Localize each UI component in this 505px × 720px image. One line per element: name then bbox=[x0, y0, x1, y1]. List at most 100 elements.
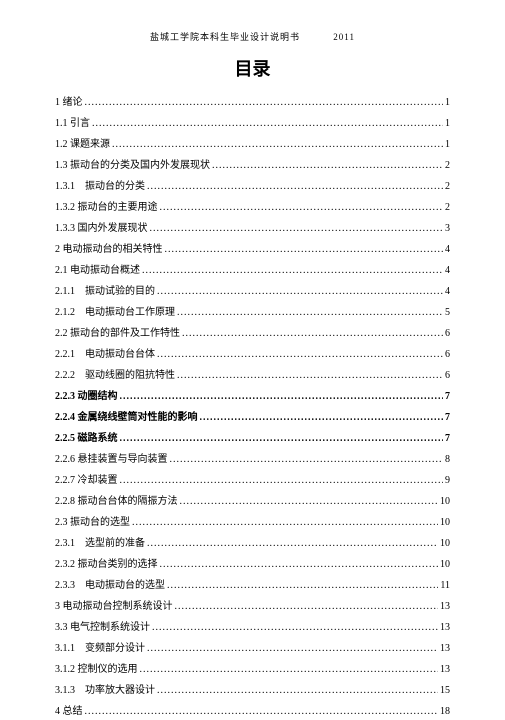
toc-entry-leader: ........................................… bbox=[157, 347, 443, 363]
toc-entry-page: 6 bbox=[445, 347, 450, 363]
toc-entry-page: 7 bbox=[445, 389, 450, 405]
toc-entry-page: 4 bbox=[445, 242, 450, 258]
toc-entry-leader: ........................................… bbox=[140, 662, 439, 678]
toc-entry-leader: ........................................… bbox=[157, 683, 438, 699]
toc-entry-page: 9 bbox=[445, 473, 450, 489]
toc-entry: 2.2.6 悬挂装置与导向装置.........................… bbox=[55, 452, 450, 468]
toc-entry-label: 2.3.3 电动振动台的选型 bbox=[55, 578, 165, 594]
toc-entry-label: 2.2.1 电动振动台台体 bbox=[55, 347, 155, 363]
toc-entry-leader: ........................................… bbox=[147, 641, 438, 657]
toc-entry-page: 13 bbox=[440, 641, 450, 657]
toc-entry-leader: ........................................… bbox=[112, 137, 443, 153]
toc-entry-label: 3.1.3 功率放大器设计 bbox=[55, 683, 155, 699]
toc-entry: 4 总结....................................… bbox=[55, 704, 450, 720]
toc-entry-label: 2.2.4 金属绕线壁筒对性能的影响 bbox=[55, 410, 198, 426]
toc-entry-page: 2 bbox=[445, 158, 450, 174]
toc-entry-leader: ........................................… bbox=[120, 473, 444, 489]
toc-entry-label: 1 绪论 bbox=[55, 95, 83, 111]
toc-entry-label: 1.2 课题来源 bbox=[55, 137, 110, 153]
toc-entry-leader: ........................................… bbox=[175, 599, 439, 615]
toc-entry: 2.2.8 振动台台体的隔振方法........................… bbox=[55, 494, 450, 510]
toc-entry: 2.3.3 电动振动台的选型..........................… bbox=[55, 578, 450, 594]
toc-entry: 1 绪论....................................… bbox=[55, 95, 450, 111]
toc-entry-page: 3 bbox=[445, 221, 450, 237]
toc-entry: 1.3 振动台的分类及国内外发展现状......................… bbox=[55, 158, 450, 174]
toc-entry-page: 7 bbox=[445, 431, 450, 447]
toc-entry-page: 13 bbox=[440, 599, 450, 615]
toc-entry-leader: ........................................… bbox=[120, 389, 444, 405]
toc-entry-label: 2.3 振动台的选型 bbox=[55, 515, 130, 531]
page-header: 盐城工学院本科生毕业设计说明书 2011 bbox=[55, 30, 450, 43]
toc-entry-label: 4 总结 bbox=[55, 704, 83, 720]
toc-entry-label: 3.1.2 控制仪的选用 bbox=[55, 662, 138, 678]
toc-entry-label: 2.2.6 悬挂装置与导向装置 bbox=[55, 452, 168, 468]
toc-entry-leader: ........................................… bbox=[177, 368, 443, 384]
toc-entry-leader: ........................................… bbox=[142, 263, 443, 279]
toc-entry-page: 11 bbox=[440, 578, 450, 594]
toc-entry: 2 电动振动台的相关特性............................… bbox=[55, 242, 450, 258]
toc-entry-page: 18 bbox=[440, 704, 450, 720]
toc-entry: 1.3.3 国内外发展现状...........................… bbox=[55, 221, 450, 237]
toc-entry-label: 2.2.2 驱动线圈的阻抗特性 bbox=[55, 368, 175, 384]
toc-entry: 2.3 振动台的选型..............................… bbox=[55, 515, 450, 531]
toc-entry-page: 4 bbox=[445, 263, 450, 279]
toc-entry-leader: ........................................… bbox=[85, 95, 444, 111]
toc-entry: 1.2 课题来源................................… bbox=[55, 137, 450, 153]
toc-entry-page: 10 bbox=[440, 557, 450, 573]
toc-entry-page: 10 bbox=[440, 536, 450, 552]
toc-entry-leader: ........................................… bbox=[165, 242, 444, 258]
toc-entry-leader: ........................................… bbox=[177, 305, 443, 321]
toc-entry-leader: ........................................… bbox=[147, 536, 438, 552]
toc-entry-page: 6 bbox=[445, 326, 450, 342]
toc-entry-page: 13 bbox=[440, 662, 450, 678]
toc-entry-label: 2.1.1 振动试验的目的 bbox=[55, 284, 155, 300]
toc-entry-page: 1 bbox=[445, 116, 450, 132]
toc-entry: 2.1 电动振动台概述.............................… bbox=[55, 263, 450, 279]
toc-entry: 2.3.1 选型前的准备............................… bbox=[55, 536, 450, 552]
toc-entry-label: 2.3.2 振动台类别的选择 bbox=[55, 557, 158, 573]
toc-entry-page: 8 bbox=[445, 452, 450, 468]
toc-entry-page: 5 bbox=[445, 305, 450, 321]
toc-entry: 1.3.1 振动台的分类............................… bbox=[55, 179, 450, 195]
toc-entry-leader: ........................................… bbox=[132, 515, 438, 531]
toc-entry-page: 10 bbox=[440, 494, 450, 510]
toc-entry-label: 1.3.3 国内外发展现状 bbox=[55, 221, 148, 237]
toc-entry-label: 3.1.1 变频部分设计 bbox=[55, 641, 145, 657]
toc-entry-page: 1 bbox=[445, 137, 450, 153]
toc-entry-leader: ........................................… bbox=[92, 116, 443, 132]
toc-entry-leader: ........................................… bbox=[160, 557, 439, 573]
toc-entry: 2.1.1 振动试验的目的...........................… bbox=[55, 284, 450, 300]
toc-entry: 3.1.3 功率放大器设计...........................… bbox=[55, 683, 450, 699]
toc-entry: 3 电动振动台控制系统设计...........................… bbox=[55, 599, 450, 615]
header-year: 2011 bbox=[333, 32, 355, 42]
toc-entry: 2.2 振动台的部件及工作特性.........................… bbox=[55, 326, 450, 342]
toc-entry-label: 2 电动振动台的相关特性 bbox=[55, 242, 163, 258]
toc-entry: 2.1.2 电动振动台工作原理.........................… bbox=[55, 305, 450, 321]
toc-entry-page: 10 bbox=[440, 515, 450, 531]
toc-entry-label: 2.2.5 磁路系统 bbox=[55, 431, 118, 447]
toc-entry-leader: ........................................… bbox=[157, 284, 443, 300]
toc-entry: 1.1 引言..................................… bbox=[55, 116, 450, 132]
toc-entry-leader: ........................................… bbox=[160, 200, 444, 216]
toc-entry-label: 1.1 引言 bbox=[55, 116, 90, 132]
toc-entry-page: 6 bbox=[445, 368, 450, 384]
toc-entry: 3.1.1 变频部分设计............................… bbox=[55, 641, 450, 657]
toc-entry: 3.3 电气控制系统设计............................… bbox=[55, 620, 450, 636]
toc-entry: 3.1.2 控制仪的选用............................… bbox=[55, 662, 450, 678]
toc-entry-page: 2 bbox=[445, 179, 450, 195]
toc-entry-label: 2.2.7 冷却装置 bbox=[55, 473, 118, 489]
toc-entry-page: 15 bbox=[440, 683, 450, 699]
toc-entry: 2.2.5 磁路系统..............................… bbox=[55, 431, 450, 447]
toc-entry-leader: ........................................… bbox=[200, 410, 444, 426]
toc-entry-leader: ........................................… bbox=[180, 494, 439, 510]
toc-entry-leader: ........................................… bbox=[85, 704, 439, 720]
toc-entry-label: 1.3.2 振动台的主要用途 bbox=[55, 200, 158, 216]
toc-entry: 2.2.1 电动振动台台体...........................… bbox=[55, 347, 450, 363]
toc-entry-leader: ........................................… bbox=[152, 620, 438, 636]
toc-entry-leader: ........................................… bbox=[182, 326, 443, 342]
toc-entry-label: 2.1 电动振动台概述 bbox=[55, 263, 140, 279]
toc-entry-page: 4 bbox=[445, 284, 450, 300]
toc-entry-label: 3.3 电气控制系统设计 bbox=[55, 620, 150, 636]
header-institution: 盐城工学院本科生毕业设计说明书 bbox=[150, 32, 300, 42]
toc-entry-label: 2.3.1 选型前的准备 bbox=[55, 536, 145, 552]
